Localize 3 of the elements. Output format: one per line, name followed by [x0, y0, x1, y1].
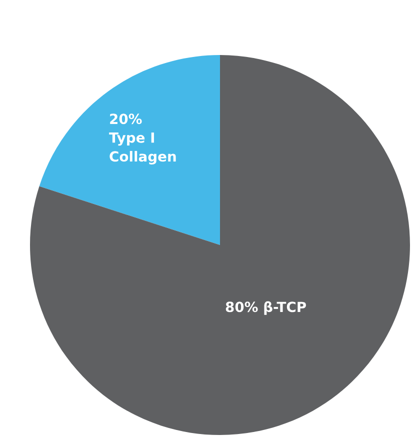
slice-label: 80% β-TCP — [226, 301, 306, 315]
slice-label: Type I Collagen — [109, 132, 176, 164]
data-label: 20% — [110, 114, 142, 124]
